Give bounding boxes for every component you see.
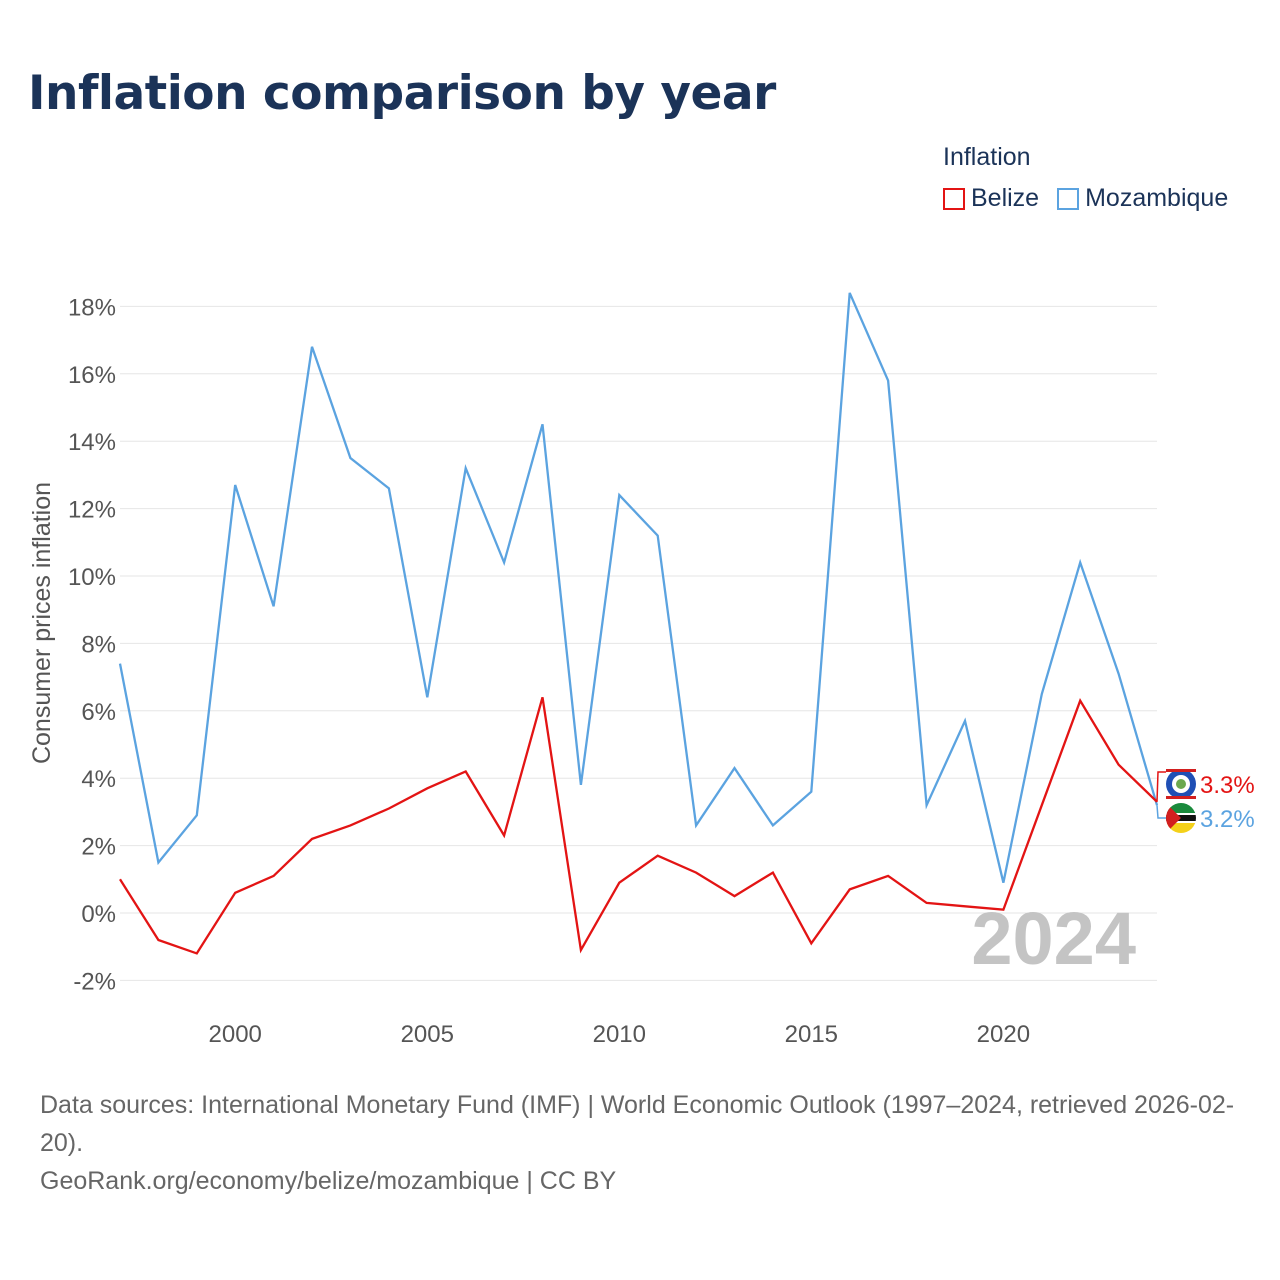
y-tick-label: 18% — [68, 294, 116, 321]
source-link[interactable]: GeoRank.org/economy/belize/mozambique | … — [40, 1167, 617, 1195]
flag-mozambique-icon — [1166, 803, 1196, 833]
series-line-belize — [119, 696, 1158, 955]
connector-belize — [1156, 771, 1166, 802]
legend-item-belize[interactable]: Belize — [943, 184, 1039, 213]
flag-belize-stripe-bottom — [1166, 796, 1196, 799]
flag-mozambique-triangle — [1166, 803, 1181, 833]
y-tick-label: 0% — [81, 901, 116, 928]
y-tick-label: 2% — [81, 834, 116, 861]
legend-label-mozambique: Mozambique — [1085, 184, 1229, 212]
footer: Data sources: International Monetary Fun… — [40, 1086, 1250, 1200]
x-tick-label: 2010 — [593, 1021, 646, 1048]
legend: Inflation Belize Mozambique — [943, 143, 1228, 213]
watermark-year: 2024 — [971, 897, 1136, 980]
data-sources: Data sources: International Monetary Fun… — [40, 1091, 1235, 1157]
legend-label-belize: Belize — [971, 184, 1040, 212]
x-tick-label: 2005 — [401, 1021, 454, 1048]
legend-swatch-belize — [943, 187, 965, 210]
y-tick-label: 4% — [81, 766, 116, 793]
legend-swatch-mozambique — [1057, 187, 1080, 210]
flag-belize-emblem-center — [1176, 779, 1186, 789]
flag-belize-stripe-top — [1166, 769, 1196, 772]
y-tick-label: 14% — [68, 429, 116, 456]
y-tick-label: -2% — [73, 968, 116, 995]
page-title: Inflation comparison by year — [28, 66, 776, 121]
end-label-belize: 3.3% — [1200, 772, 1255, 799]
y-tick-label: 16% — [68, 362, 116, 389]
x-tick-label: 2000 — [209, 1021, 262, 1048]
y-tick-label: 6% — [81, 699, 116, 726]
flag-mozambique-stripe — [1166, 813, 1196, 815]
flag-mozambique-stripe — [1166, 821, 1196, 823]
x-tick-label: 2015 — [785, 1021, 838, 1048]
legend-item-mozambique[interactable]: Mozambique — [1057, 184, 1228, 213]
connector-mozambique — [1156, 805, 1166, 819]
flag-mozambique-stripe — [1166, 823, 1196, 833]
y-tick-label: 12% — [68, 497, 116, 524]
x-tick-label: 2020 — [977, 1021, 1030, 1048]
flag-mozambique-stripe — [1166, 803, 1196, 813]
legend-title: Inflation — [943, 143, 1031, 171]
y-axis-label: Consumer prices inflation — [28, 482, 56, 764]
series-line-mozambique — [118, 292, 1159, 883]
y-tick-label: 10% — [68, 564, 116, 591]
end-label-mozambique: 3.2% — [1200, 806, 1255, 833]
y-tick-label: 8% — [81, 631, 116, 658]
